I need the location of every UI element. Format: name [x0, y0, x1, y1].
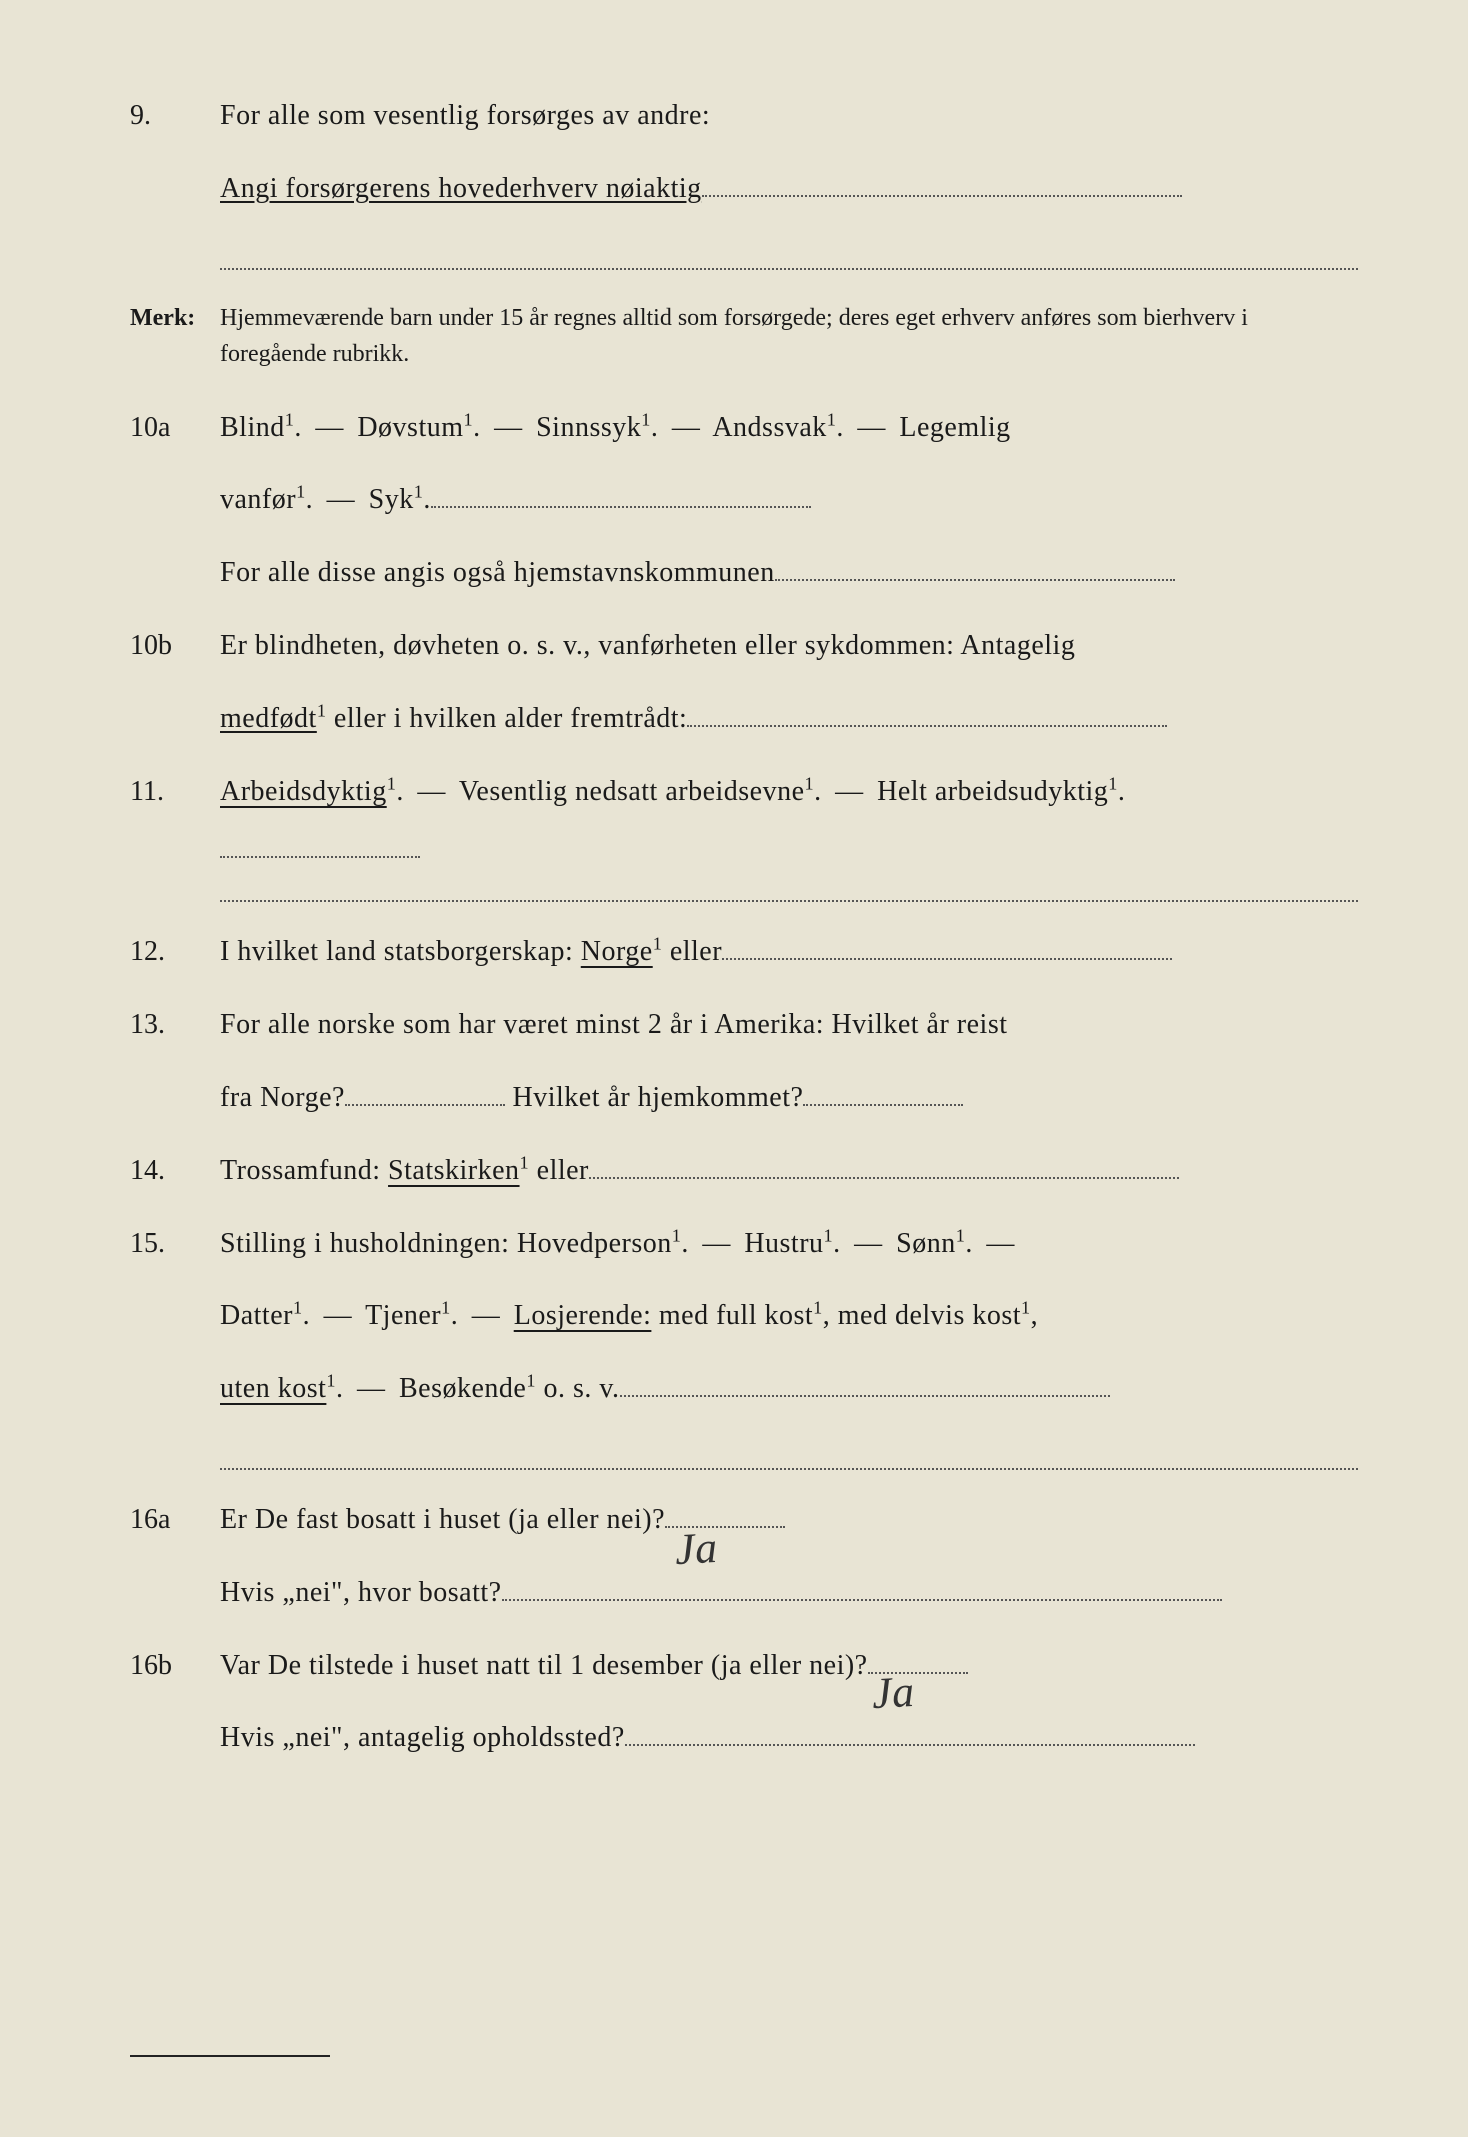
q10a-opt1: Blind [220, 412, 285, 443]
q12-pre: I hvilket land statsborgerskap: [220, 936, 581, 967]
q15-tjener: Tjener [365, 1300, 441, 1331]
q16b-answer: Ja [869, 1635, 917, 1751]
q10b-number: 10b [130, 610, 220, 683]
merk-text: Hjemmeværende barn under 15 år regnes al… [220, 300, 1358, 372]
q13-a: fra Norge? [220, 1082, 345, 1113]
q12-number: 12. [130, 916, 220, 989]
q14-post: eller [529, 1155, 589, 1186]
q10a-syk: Syk [369, 484, 414, 515]
q12-row: 12. I hvilket land statsborgerskap: Norg… [130, 916, 1358, 989]
q15-row1: 15. Stilling i husholdningen: Hovedperso… [130, 1208, 1358, 1281]
q11-a: Arbeidsdyktig [220, 776, 387, 807]
q15-datter: Datter [220, 1300, 293, 1331]
q10b-text1: Er blindheten, døvheten o. s. v., vanfør… [220, 610, 1358, 683]
q10a-row3: For alle disse angis også hjemstavnskomm… [130, 537, 1358, 610]
q9-text1: For alle som vesentlig forsørges av andr… [220, 80, 1358, 153]
q9-row2: Angi forsørgerens hovederhverv nøiaktig [130, 153, 1358, 226]
form-page: 9. For alle som vesentlig forsørges av a… [0, 0, 1468, 2137]
q16a-blank1[interactable]: Ja [665, 1526, 785, 1528]
q13-blank2[interactable] [803, 1104, 963, 1106]
q12-ans: Norge [581, 936, 653, 967]
q10a-text3: For alle disse angis også hjemstavnskomm… [220, 557, 775, 588]
q15-fullkost: med full kost [651, 1300, 813, 1331]
q10a-number: 10a [130, 392, 220, 465]
q9-blank[interactable] [702, 195, 1182, 197]
q16a-number: 16a [130, 1484, 220, 1557]
q16b-q: Var De tilstede i huset natt til 1 desem… [220, 1650, 868, 1681]
q15-blank[interactable] [620, 1395, 1110, 1397]
q14-ans: Statskirken [388, 1155, 520, 1186]
q15-o2: Hustru [744, 1228, 823, 1259]
q10b-medfodt: medfødt [220, 703, 317, 734]
q11-number: 11. [130, 756, 220, 829]
q9-blank-line[interactable] [220, 240, 1358, 270]
q10a-opt5: Legemlig [899, 412, 1010, 443]
q10a-blank1[interactable] [431, 506, 811, 508]
q12-post: eller [662, 936, 722, 967]
footnote-rule [130, 2055, 330, 2057]
q10a-blank2[interactable] [775, 579, 1175, 581]
q15-delvis: , med delvis kost [823, 1300, 1021, 1331]
q16a-blank2[interactable] [502, 1599, 1222, 1601]
q15-o1: Hovedperson [517, 1228, 672, 1259]
q15-losj: Losjerende: [514, 1300, 652, 1331]
q15-pre: Stilling i husholdningen: [220, 1228, 517, 1259]
q14-row: 14. Trossamfund: Statskirken1 eller [130, 1135, 1358, 1208]
q16b-row2: Hvis „nei", antagelig opholdssted? [130, 1702, 1358, 1775]
q15-osv: o. s. v. [536, 1373, 620, 1404]
q16a-row2: Hvis „nei", hvor bosatt? [130, 1557, 1358, 1630]
q16b-line2: Hvis „nei", antagelig opholdssted? [220, 1722, 625, 1753]
q9-text2: Angi forsørgerens hovederhverv nøiaktig [220, 173, 702, 204]
q11-b: Vesentlig nedsatt arbeidsevne [459, 776, 805, 807]
q14-blank[interactable] [589, 1177, 1179, 1179]
q10b-row1: 10b Er blindheten, døvheten o. s. v., va… [130, 610, 1358, 683]
q10b-row2: medfødt1 eller i hvilken alder fremtrådt… [130, 683, 1358, 756]
q15-besok: Besøkende [399, 1373, 526, 1404]
q16b-row1: 16b Var De tilstede i huset natt til 1 d… [130, 1630, 1358, 1703]
q10a-opt4: Andssvak [712, 412, 826, 443]
q11-c: Helt arbeidsudyktig [877, 776, 1108, 807]
q14-pre: Trossamfund: [220, 1155, 388, 1186]
q13-b: Hvilket år hjemkommet? [512, 1082, 803, 1113]
q12-blank[interactable] [722, 958, 1172, 960]
q11-blank[interactable] [220, 828, 420, 858]
q9-number: 9. [130, 80, 220, 153]
q13-blank1[interactable] [345, 1104, 505, 1106]
q10a-row2: vanfør1. — Syk1. [130, 464, 1358, 537]
q10a-vanfor: vanfør [220, 484, 296, 515]
q10a-opt3: Sinnssyk [536, 412, 641, 443]
q13-row2: fra Norge? Hvilket år hjemkommet? [130, 1062, 1358, 1135]
q16b-blank1[interactable]: Ja [868, 1672, 968, 1674]
q15-row2: Datter1. — Tjener1. — Losjerende: med fu… [130, 1280, 1358, 1353]
q16a-row1: 16a Er De fast bosatt i huset (ja eller … [130, 1484, 1358, 1557]
q16a-q: Er De fast bosatt i huset (ja eller nei)… [220, 1504, 665, 1535]
q15-blank-line[interactable] [220, 1440, 1358, 1470]
q10a-row1: 10a Blind1. — Døvstum1. — Sinnssyk1. — A… [130, 392, 1358, 465]
q16a-answer: Ja [672, 1491, 720, 1607]
merk-label: Merk: [130, 300, 220, 336]
q13-number: 13. [130, 989, 220, 1062]
q14-number: 14. [130, 1135, 220, 1208]
q16a-line2: Hvis „nei", hvor bosatt? [220, 1577, 502, 1608]
q15-uten: uten kost [220, 1373, 326, 1404]
q10a-opt2: Døvstum [357, 412, 463, 443]
q10b-text2: eller i hvilken alder fremtrådt: [326, 703, 687, 734]
q13-text1: For alle norske som har været minst 2 år… [220, 989, 1358, 1062]
q15-number: 15. [130, 1208, 220, 1281]
q11-row: 11. Arbeidsdyktig1. — Vesentlig nedsatt … [130, 756, 1358, 829]
q15-o3: Sønn [896, 1228, 956, 1259]
q16b-number: 16b [130, 1630, 220, 1703]
q9-row1: 9. For alle som vesentlig forsørges av a… [130, 80, 1358, 153]
merk-row: Merk: Hjemmeværende barn under 15 år reg… [130, 300, 1358, 372]
q13-row1: 13. For alle norske som har været minst … [130, 989, 1358, 1062]
q10b-blank[interactable] [687, 725, 1167, 727]
q11-blank-line[interactable] [220, 872, 1358, 902]
q15-row3: uten kost1. — Besøkende1 o. s. v. [130, 1353, 1358, 1426]
